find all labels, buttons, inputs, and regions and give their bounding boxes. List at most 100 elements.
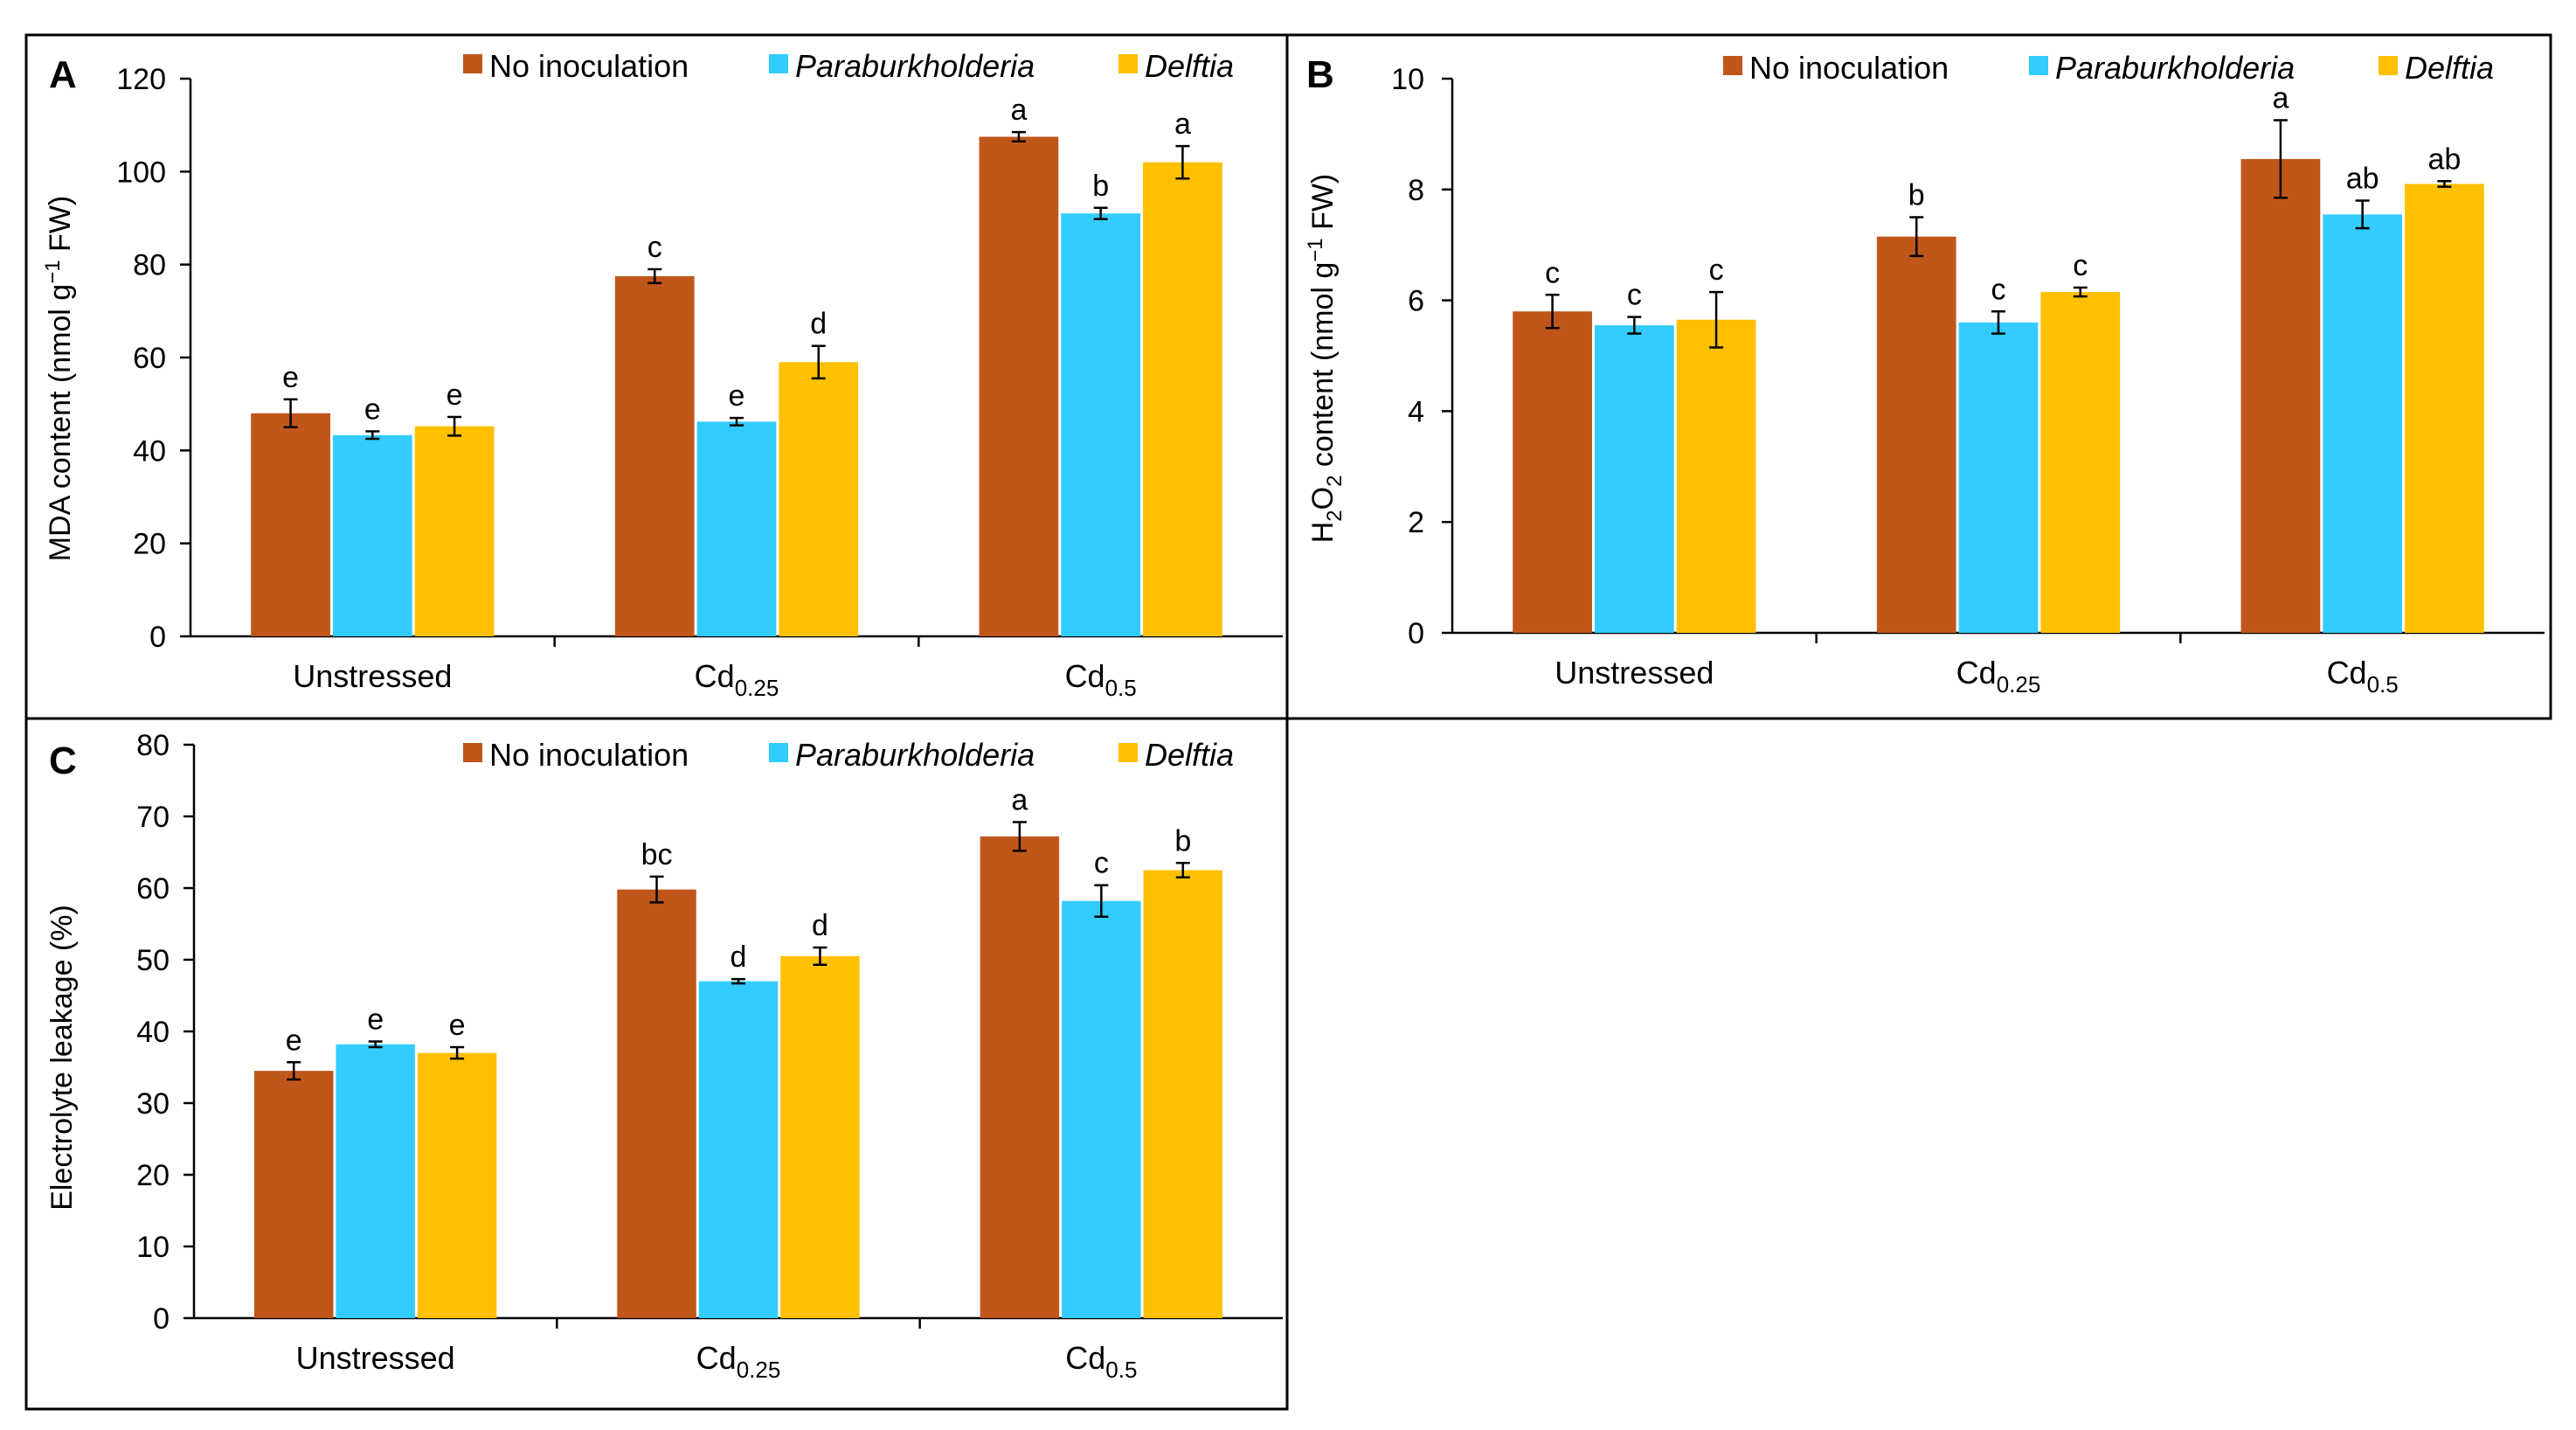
bar-no-inoculation	[251, 413, 330, 636]
significance-letter: c	[1709, 253, 1724, 287]
bar-delftia	[414, 426, 495, 636]
significance-letter: e	[282, 361, 299, 394]
legend-label-delftia: Delftia	[1145, 48, 1234, 84]
bar-paraburkholderia	[332, 434, 412, 636]
bar-no-inoculation	[614, 275, 695, 636]
y-tick-label: 40	[133, 434, 166, 468]
legend-label-paraburkholderia: Paraburkholderia	[795, 737, 1035, 773]
significance-letter: d	[731, 941, 747, 974]
legend-label-delftia: Delftia	[1145, 737, 1234, 773]
legend-swatch-no-inoculation	[1723, 56, 1742, 75]
y-tick-label: 100	[116, 156, 166, 189]
bar-delftia	[779, 362, 859, 636]
significance-letter: c	[1545, 256, 1560, 289]
y-tick-label: 40	[136, 1016, 170, 1049]
significance-letter: e	[286, 1024, 302, 1057]
y-tick-label: 80	[136, 729, 170, 762]
x-category-label: Unstressed	[296, 1340, 455, 1376]
legend-swatch-delftia	[2379, 56, 2398, 75]
y-tick-label: 0	[149, 621, 166, 654]
significance-letter: c	[2073, 249, 2088, 282]
y-tick-label: 6	[1408, 285, 1424, 318]
y-tick-label: 80	[133, 249, 166, 282]
y-tick-label: 2	[1408, 506, 1424, 539]
significance-letter: d	[812, 909, 828, 942]
significance-letter: bc	[641, 838, 673, 871]
y-tick-label: 60	[136, 872, 170, 906]
y-tick-label: 10	[136, 1231, 170, 1264]
legend-swatch-paraburkholderia	[2029, 56, 2048, 75]
y-tick-label: 4	[1408, 395, 1424, 428]
y-tick-label: 50	[136, 944, 170, 977]
legend-label-delftia: Delftia	[2405, 50, 2494, 86]
significance-letter: b	[1092, 170, 1109, 203]
x-category-label: Unstressed	[293, 658, 452, 694]
panel-c-letter: C	[49, 739, 77, 782]
x-category-label: Cd0.25	[695, 658, 779, 701]
y-tick-label: 70	[136, 801, 170, 834]
panel-b-letter: B	[1306, 53, 1334, 96]
significance-letter: c	[1094, 847, 1109, 880]
panel-c-frame	[24, 717, 1289, 1411]
y-tick-label: 10	[1391, 63, 1424, 96]
significance-letter: c	[1627, 279, 1642, 312]
bar-paraburkholderia	[698, 981, 779, 1318]
panel-b-plot: 0 2 4 6 8 10 Unstressed c c c Cd0.25 b c c Cd0.5 a ab ab	[1391, 63, 2545, 698]
legend-label-paraburkholderia: Paraburkholderia	[2055, 50, 2295, 86]
y-tick-label: 20	[136, 1159, 170, 1192]
bar-delftia	[417, 1052, 497, 1318]
legend-swatch-delftia	[1118, 54, 1138, 73]
bar-no-inoculation	[1876, 236, 1956, 633]
panel-b-ylabel: H2O2 content (nmol g−1 FW)	[1304, 174, 1347, 544]
significance-letter: e	[364, 393, 381, 427]
y-tick-label: 0	[153, 1302, 170, 1336]
x-category-label: Cd0.5	[1065, 658, 1137, 701]
panel-a-ylabel: MDA content (nmol g−1 FW)	[41, 196, 77, 562]
panel-b-legend: No inoculation Paraburkholderia Delftia	[1723, 50, 2494, 86]
y-tick-label: 8	[1408, 174, 1424, 207]
x-category-label: Cd0.5	[2327, 655, 2399, 698]
panel-a-legend: No inoculation Paraburkholderia Delftia	[463, 48, 1234, 84]
panel-c-ylabel: Electrolyte leakage (%)	[45, 905, 79, 1211]
legend-label-no-inoculation: No inoculation	[489, 48, 689, 84]
bar-delftia	[1143, 162, 1222, 636]
bar-paraburkholderia	[1062, 900, 1141, 1318]
bar-no-inoculation	[617, 889, 696, 1318]
significance-letter: c	[1991, 273, 2006, 306]
bar-paraburkholderia	[1061, 213, 1141, 636]
bar-no-inoculation	[979, 136, 1059, 637]
x-category-label: Cd0.25	[1956, 655, 2041, 698]
significance-letter: e	[367, 1003, 384, 1036]
significance-letter: a	[2272, 82, 2289, 115]
legend-label-paraburkholderia: Paraburkholderia	[795, 48, 1035, 84]
legend-swatch-paraburkholderia	[769, 743, 788, 762]
bar-delftia	[2040, 292, 2121, 633]
y-tick-label: 60	[133, 342, 166, 375]
bar-paraburkholderia	[1958, 322, 2039, 633]
y-tick-label: 120	[116, 63, 166, 96]
significance-letter: a	[1010, 94, 1027, 127]
bar-no-inoculation	[980, 836, 1060, 1318]
x-category-label: Unstressed	[1555, 655, 1714, 691]
significance-letter: e	[729, 379, 745, 413]
bar-delftia	[1676, 319, 1756, 633]
significance-letter: a	[1174, 108, 1191, 141]
y-tick-label: 0	[1408, 617, 1424, 650]
bar-delftia	[2405, 184, 2484, 633]
panel-a-letter: A	[49, 53, 77, 96]
legend-swatch-no-inoculation	[463, 743, 482, 762]
significance-letter: e	[447, 378, 463, 412]
bar-no-inoculation	[1513, 311, 1592, 633]
panel-b-frame	[1285, 33, 2552, 720]
legend-label-no-inoculation: No inoculation	[489, 737, 689, 773]
bar-paraburkholderia	[1594, 325, 1674, 633]
panel-a-plot: 0 20 40 60 80 100 120 Unstressed e e e Cd0.25 c e d Cd0…	[116, 63, 1283, 701]
significance-letter: a	[1011, 784, 1028, 817]
legend-swatch-delftia	[1118, 743, 1138, 762]
significance-letter: c	[647, 231, 662, 264]
bar-delftia	[780, 955, 860, 1318]
legend-swatch-no-inoculation	[463, 54, 482, 73]
legend-label-no-inoculation: No inoculation	[1749, 50, 1949, 86]
bar-paraburkholderia	[336, 1044, 415, 1318]
